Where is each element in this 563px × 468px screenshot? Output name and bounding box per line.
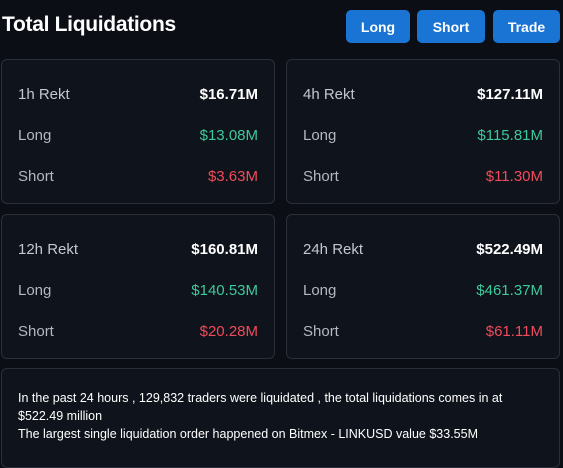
short-row: Short $11.30M — [303, 165, 543, 187]
total-value: $522.49M — [476, 240, 543, 258]
short-row: Short $3.63M — [18, 165, 258, 187]
short-label: Short — [18, 167, 54, 185]
short-label: Short — [303, 322, 339, 340]
short-value: $61.11M — [485, 322, 543, 340]
total-row: 4h Rekt $127.11M — [303, 83, 543, 105]
short-label: Short — [18, 322, 54, 340]
liquidation-summary: In the past 24 hours , 129,832 traders w… — [1, 368, 560, 468]
long-value: $13.08M — [199, 126, 258, 144]
summary-line-1: In the past 24 hours , 129,832 traders w… — [18, 391, 503, 423]
long-row: Long $140.53M — [18, 279, 258, 301]
total-row: 1h Rekt $16.71M — [18, 83, 258, 105]
long-label: Long — [303, 126, 337, 144]
total-value: $160.81M — [191, 240, 258, 258]
short-row: Short $61.11M — [303, 320, 543, 342]
liquidation-card-4h: 4h Rekt $127.11M Long $115.81M Short $11… — [286, 59, 560, 204]
long-value: $115.81M — [477, 126, 543, 144]
long-value: $461.37M — [476, 281, 543, 299]
short-value: $3.63M — [207, 167, 258, 185]
short-value: $20.28M — [199, 322, 258, 340]
long-row: Long $115.81M — [303, 124, 543, 146]
long-row: Long $461.37M — [303, 279, 543, 301]
header: Total Liquidations Long Short Trade — [0, 0, 563, 52]
long-row: Long $13.08M — [18, 124, 258, 146]
liquidation-card-12h: 12h Rekt $160.81M Long $140.53M Short $2… — [1, 214, 275, 359]
trade-button[interactable]: Trade — [493, 10, 560, 43]
period-label: 12h Rekt — [18, 240, 79, 258]
period-label: 4h Rekt — [303, 85, 355, 103]
long-value: $140.53M — [191, 281, 258, 299]
short-value: $11.30M — [485, 167, 543, 185]
liquidation-card-24h: 24h Rekt $522.49M Long $461.37M Short $6… — [286, 214, 560, 359]
period-label: 1h Rekt — [18, 85, 70, 103]
total-row: 12h Rekt $160.81M — [18, 238, 258, 260]
short-row: Short $20.28M — [18, 320, 258, 342]
total-row: 24h Rekt $522.49M — [303, 238, 543, 260]
short-label: Short — [303, 167, 339, 185]
short-button[interactable]: Short — [417, 10, 485, 43]
long-button[interactable]: Long — [346, 10, 410, 43]
long-label: Long — [18, 126, 52, 144]
long-label: Long — [18, 281, 52, 299]
summary-line-2: The largest single liquidation order hap… — [18, 427, 478, 441]
total-value: $127.11M — [477, 85, 543, 103]
total-value: $16.71M — [199, 85, 258, 103]
long-label: Long — [303, 281, 337, 299]
liquidation-card-1h: 1h Rekt $16.71M Long $13.08M Short $3.63… — [1, 59, 275, 204]
period-label: 24h Rekt — [303, 240, 364, 258]
page-title: Total Liquidations — [2, 13, 176, 36]
